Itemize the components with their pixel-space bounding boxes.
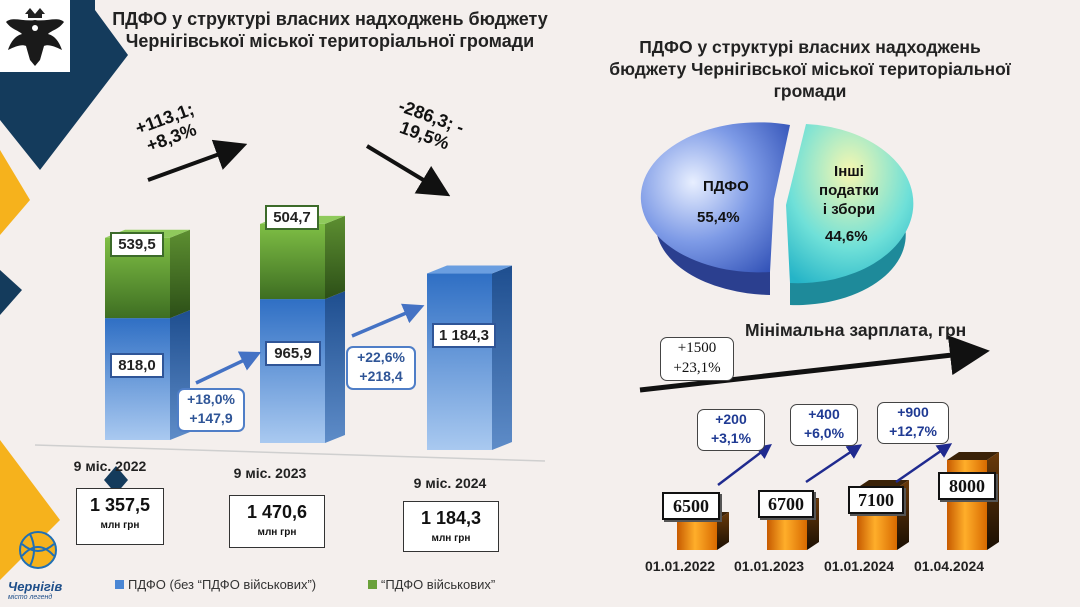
wage-bar-side xyxy=(717,512,729,550)
bar-blue-segment xyxy=(105,318,170,440)
wage-date-label: 01.01.2024 xyxy=(824,558,895,574)
bg-navy-diamond-shape xyxy=(104,466,128,494)
blue-value-label: 1 184,3 xyxy=(432,323,496,348)
total-box-2023: 1 470,6 млн грн xyxy=(229,495,325,548)
bg-yellow-bottom-shape xyxy=(0,440,60,580)
wage-change-label-3: +900 +12,7% xyxy=(877,402,949,444)
bar-blue-side xyxy=(325,291,345,443)
wage-change-label-1: +200 +3,1% xyxy=(697,409,765,451)
yarn-ball-icon xyxy=(19,531,57,569)
legend-green: “ПДФО військових” xyxy=(368,577,495,592)
pie-slice-pdfo xyxy=(640,122,790,273)
green-value-label: 539,5 xyxy=(110,232,164,257)
blue-value-label: 965,9 xyxy=(265,341,321,366)
total-box-2024: 1 184,3 млн грн xyxy=(403,501,499,552)
city-brand-tagline: місто легенд xyxy=(8,594,53,601)
blue-change-label-2: +22,6% +218,4 xyxy=(346,346,416,390)
pie-label-pdfo-value: 55,4% xyxy=(697,209,740,226)
legend-green-swatch xyxy=(368,580,377,589)
coat-of-arms-logo xyxy=(0,0,70,72)
legend-blue-swatch xyxy=(115,580,124,589)
pie-label-other-value: 44,6% xyxy=(825,228,868,245)
year-label: 9 міс. 2022 xyxy=(73,458,147,474)
wage-change-arrow-1 xyxy=(717,443,772,486)
wage-total-change-label: +1500 +23,1% xyxy=(660,337,734,381)
min-wage-chart-title: Мінімальна зарплата, грн xyxy=(745,320,967,340)
pie-label-pdfo-name: ПДФО xyxy=(703,178,749,195)
pdfo-share-pie-chart xyxy=(640,122,914,306)
blue-change-arrow-1 xyxy=(195,351,262,385)
wage-date-label: 01.01.2022 xyxy=(645,558,716,574)
bg-yellow-small-shape xyxy=(0,205,8,222)
wage-change-arrow-3 xyxy=(895,443,953,484)
bar-green-side xyxy=(170,229,190,319)
wage-change-arrow-2 xyxy=(805,444,863,484)
green-value-label: 504,7 xyxy=(265,205,319,230)
wage-bar-top xyxy=(947,452,999,460)
total-wage-arrow xyxy=(639,335,990,393)
year-label: 9 міс. 2024 xyxy=(413,475,487,491)
total-change-arrow-2 xyxy=(365,144,451,197)
bar-top-face xyxy=(427,265,512,274)
wage-bar xyxy=(677,520,717,550)
wage-value-label: 6700 xyxy=(758,490,814,518)
legend-blue: ПДФО (без “ПДФО військових”) xyxy=(115,577,316,592)
pie-label-other-name: Інші податки і збори xyxy=(819,163,879,218)
pdfo-stacked-bar-chart xyxy=(34,139,546,462)
bar-blue-segment xyxy=(260,299,325,443)
pie-slice-other xyxy=(786,124,914,284)
bar-blue-side xyxy=(492,265,512,450)
total-change-arrow-1 xyxy=(147,139,248,182)
wage-value-label: 7100 xyxy=(848,486,904,514)
wage-date-label: 01.04.2024 xyxy=(914,558,985,574)
wage-change-label-2: +400 +6,0% xyxy=(790,404,858,446)
bar-green-segment xyxy=(260,223,325,300)
floor-line xyxy=(34,444,546,462)
eagle-icon xyxy=(6,8,64,67)
wage-value-label: 8000 xyxy=(938,472,996,500)
wage-bar-side xyxy=(987,452,999,550)
city-brand-name: Чернігів xyxy=(8,579,63,594)
bar-green-side xyxy=(325,215,345,300)
blue-change-label-1: +18,0% +147,9 xyxy=(177,388,245,432)
blue-change-arrow-2 xyxy=(351,303,425,338)
left-chart-title: ПДФО у структурі власних надходжень бюдж… xyxy=(112,9,548,51)
wage-date-label: 01.01.2023 xyxy=(734,558,805,574)
pie-chart-title: ПДФО у структурі власних надходжень бюдж… xyxy=(609,37,1011,101)
year-label: 9 міс. 2023 xyxy=(233,465,307,481)
wage-value-label: 6500 xyxy=(662,492,720,520)
blue-value-label: 818,0 xyxy=(110,353,164,378)
bg-yellow-shape xyxy=(0,150,30,235)
bg-navy-left-shape xyxy=(0,270,22,315)
total-box-2022: 1 357,5 млн грн xyxy=(76,488,164,545)
city-brand-logo: Чернігів місто легенд xyxy=(8,528,68,601)
bar-blue-segment xyxy=(427,273,492,450)
